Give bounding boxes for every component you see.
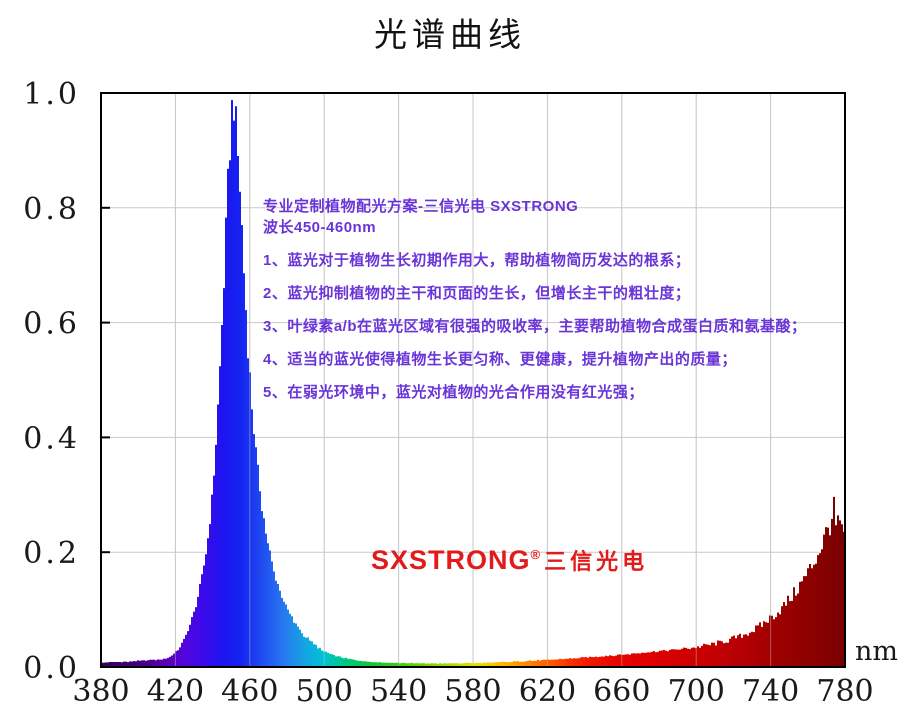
y-tick-label: 0.4 — [23, 421, 80, 456]
x-tick-label: 620 — [519, 674, 576, 709]
y-tick-label: 0.6 — [23, 307, 80, 342]
y-tick-label: 0.0 — [23, 651, 80, 686]
brand-name: SXSTRONG — [371, 545, 531, 575]
annotation-line: 5、在弱光环境中，蓝光对植物的光合作用没有红光强； — [263, 384, 644, 401]
x-tick-label: 540 — [370, 674, 427, 709]
y-tick-label: 0.8 — [23, 192, 80, 227]
x-tick-label: 500 — [296, 674, 353, 709]
annotation-line: 1、蓝光对于植物生长初期作用大，帮助植物简历发达的根系； — [263, 252, 691, 269]
x-tick-label: 780 — [816, 674, 873, 709]
annotation-line: 4、适当的蓝光使得植物生长更匀称、更健康，提升植物产出的质量； — [263, 351, 737, 368]
y-tick-label: 0.2 — [23, 536, 80, 571]
x-tick-label: 660 — [593, 674, 650, 709]
x-tick-label: 380 — [72, 674, 129, 709]
brand-name-cn: 三信光电 — [544, 549, 649, 574]
x-tick-label: 420 — [147, 674, 204, 709]
x-tick-label: 740 — [742, 674, 799, 709]
plot-border — [100, 92, 846, 668]
chart-title: 光谱曲线 — [374, 15, 526, 54]
annotation-heading: 专业定制植物配光方案-三信光电 SXSTRONG — [263, 198, 579, 215]
y-tick-label: 1.0 — [23, 77, 80, 112]
annotation-line: 2、蓝光抑制植物的主干和页面的生长，但增长主干的粗壮度； — [263, 285, 691, 302]
x-tick-label: 700 — [668, 674, 725, 709]
annotation-line: 3、叶绿素a/b在蓝光区域有很强的吸收率，主要帮助植物合成蛋白质和氨基酸； — [263, 318, 807, 335]
brand-watermark: SXSTRONG® 三信光电 — [371, 544, 648, 576]
spectrum-area — [101, 100, 845, 668]
x-tick-label: 460 — [221, 674, 278, 709]
annotation-heading: 波长450-460nm — [263, 219, 377, 236]
x-tick-label: 580 — [444, 674, 501, 709]
x-axis-unit: nm — [855, 636, 898, 667]
annotation-block: 专业定制植物配光方案-三信光电 SXSTRONG 波长450-460nm 1、蓝光对… — [263, 196, 843, 403]
registered-mark-icon: ® — [530, 547, 541, 562]
